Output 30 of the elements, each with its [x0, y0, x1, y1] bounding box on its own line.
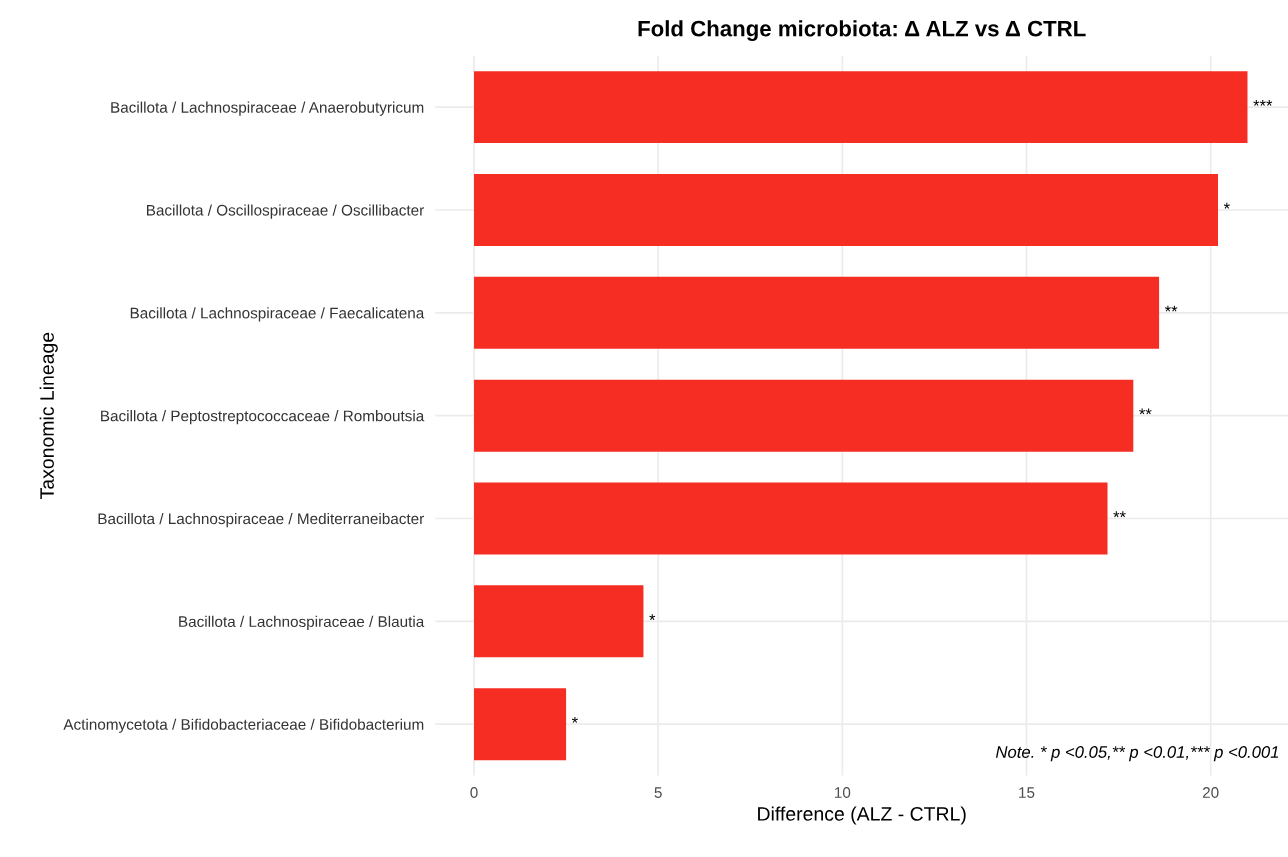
- x-tick-label: 20: [1202, 787, 1219, 798]
- x-tick-label: 5: [654, 787, 662, 798]
- y-tick-label: Actinomycetota / Bifidobacteriaceae / Bifidobacterium: [63, 718, 424, 733]
- bar: [474, 585, 644, 658]
- data-label: *: [1223, 202, 1230, 209]
- data-label: ***: [1253, 99, 1273, 106]
- chart-title: Fold Change microbiota: Δ ALZ vs Δ CTRL: [638, 20, 1086, 41]
- data-label: *: [571, 717, 578, 723]
- y-axis-title: Taxonomic Lineage: [39, 332, 58, 499]
- bar: [474, 71, 1248, 144]
- x-tick-label: 10: [835, 787, 851, 798]
- bar: [474, 173, 1219, 246]
- data-label: **: [1164, 305, 1178, 312]
- y-tick-label: Bacillota / Lachnospiraceae / Blautia: [179, 615, 425, 631]
- annotation: Note. * p <0.05,** p <0.01,*** p <0.001: [995, 746, 1279, 762]
- y-tick-label: Bacillota / Lachnospiraceae / Mediterraneibacter: [98, 512, 424, 528]
- x-tick-label: 0: [470, 787, 478, 798]
- data-label: **: [1113, 511, 1126, 518]
- x-axis-title: Difference (ALZ - CTRL): [758, 806, 966, 825]
- data-label: *: [649, 614, 656, 621]
- data-label: **: [1139, 408, 1152, 415]
- y-tick-label: Bacillota / Lachnospiraceae / Faecalicatena: [130, 307, 425, 322]
- y-tick-label: Bacillota / Oscillospiraceae / Oscillibacter: [147, 204, 424, 219]
- bar: [474, 482, 1108, 555]
- y-tick-label: Bacillota / Peptostreptococcaceae / Romboutsia: [101, 410, 425, 425]
- bar: [474, 276, 1160, 349]
- y-tick-label: Bacillota / Lachnospiraceae / Anaerobutyricum: [111, 101, 424, 116]
- bar: [474, 379, 1134, 452]
- x-tick-label: 15: [1019, 787, 1035, 798]
- bar: [474, 688, 567, 761]
